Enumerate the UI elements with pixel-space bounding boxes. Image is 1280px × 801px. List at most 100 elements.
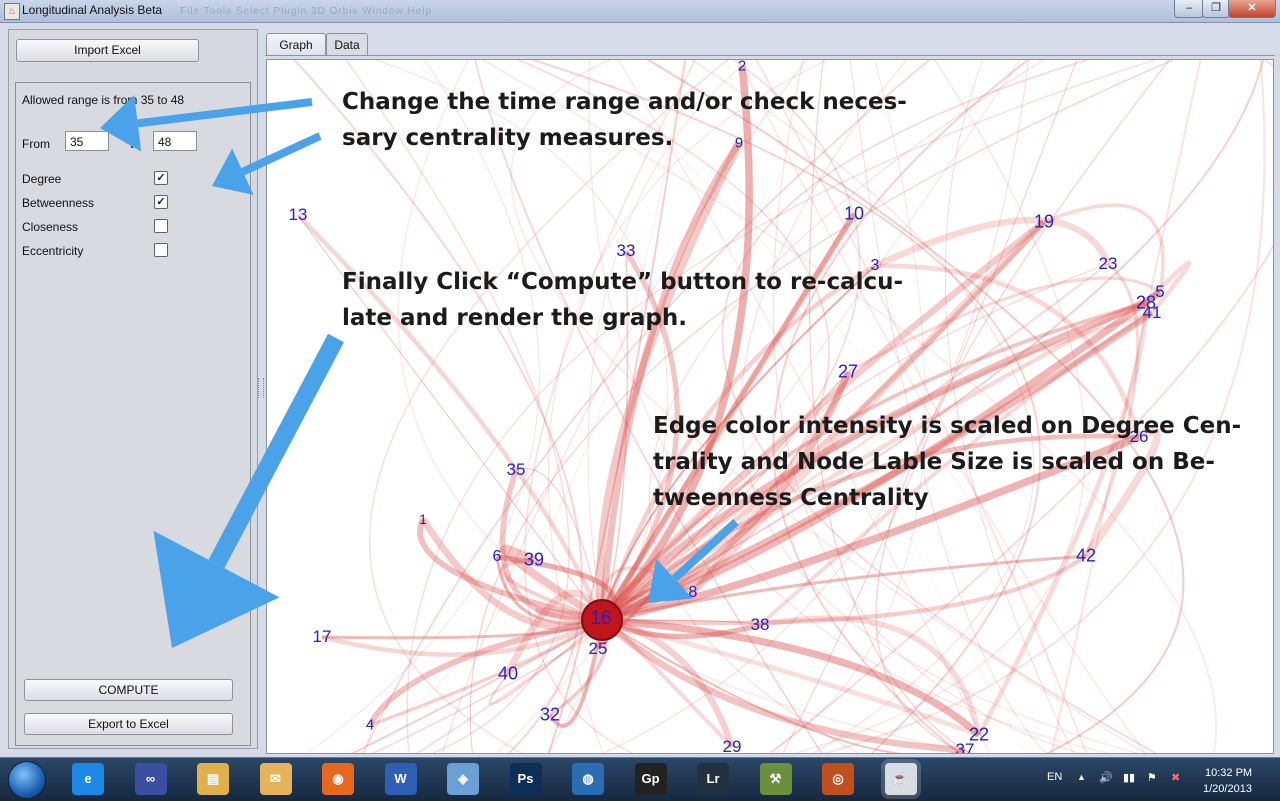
graph-edge (601, 554, 1088, 626)
node-label[interactable]: 9 (734, 134, 744, 152)
export-excel-button[interactable]: Export to Excel (24, 713, 233, 735)
graph-edge (648, 60, 1045, 753)
graph-edge (548, 60, 828, 753)
graph-edge (944, 60, 1074, 753)
node-label[interactable]: 10 (843, 203, 865, 224)
graph-edge (500, 544, 605, 624)
graph-edge (601, 616, 736, 749)
graph-edge (599, 212, 857, 622)
language-indicator[interactable]: EN (1047, 771, 1063, 783)
infinity-icon[interactable]: ∞ (134, 763, 167, 795)
annotation-line: tweenness Centrality (653, 485, 929, 511)
photoshop-icon[interactable]: Ps (509, 763, 542, 795)
graph-edge (369, 618, 603, 727)
java-icon[interactable]: ☕ (884, 763, 917, 795)
annotation-compute: Finally Click “Compute” button to re-cal… (342, 264, 903, 336)
node-label[interactable]: 42 (1075, 545, 1097, 566)
from-input[interactable]: 35 (65, 131, 109, 151)
action-center-icon[interactable]: ⚑ (1147, 772, 1157, 784)
word-icon[interactable]: W (384, 763, 417, 795)
node-label[interactable]: 19 (1033, 211, 1055, 232)
graph-edge (489, 619, 603, 706)
node-label[interactable]: 40 (497, 663, 519, 684)
lightroom-icon[interactable]: Lr (697, 763, 729, 795)
node-label[interactable]: 27 (837, 361, 859, 382)
degree-checkbox[interactable]: ✓ (154, 171, 168, 185)
node-label[interactable]: 6 (492, 548, 502, 565)
graph-edge (599, 65, 753, 623)
minimize-button[interactable]: – (1174, 0, 1204, 18)
tab-graph[interactable]: Graph (266, 33, 326, 55)
start-button[interactable] (8, 761, 46, 799)
tool-icon[interactable]: ⚒ (759, 763, 792, 795)
node-label[interactable]: 41 (1142, 303, 1162, 322)
graph-canvas[interactable]: 2 9 13 10 19 33 23 3 5 28 41 27 26 35 1 6 39 42 8 16 38 17 25 4… (266, 59, 1274, 754)
graph-edge (599, 219, 1047, 623)
graph-edge (600, 370, 852, 624)
node-label[interactable]: 25 (588, 639, 608, 658)
cube-icon[interactable]: ◈ (447, 763, 479, 795)
graph-edge (500, 558, 603, 622)
clock-date[interactable]: 1/20/2013 (1203, 783, 1252, 795)
graph-edge (874, 263, 1142, 438)
graph-edge (599, 212, 857, 622)
graph-edge (599, 249, 680, 622)
node-label[interactable]: 17 (312, 627, 332, 646)
node-label[interactable]: 8 (688, 584, 698, 601)
ie-icon[interactable]: e (72, 763, 104, 795)
graph-edge (548, 619, 604, 728)
explorer-icon[interactable]: ▤ (197, 763, 229, 795)
power-icon[interactable]: ✖ (1171, 772, 1181, 784)
outlook-icon[interactable]: ✉ (259, 763, 292, 795)
graph-edge (599, 617, 966, 753)
node-label[interactable]: 13 (288, 205, 308, 224)
node-label[interactable]: 5 (1155, 282, 1165, 301)
node-label[interactable]: 38 (750, 615, 770, 634)
google-earth-icon[interactable]: ◍ (572, 763, 604, 795)
to-input[interactable]: 48 (153, 131, 197, 151)
node-label[interactable]: 22 (968, 724, 990, 745)
node-label[interactable]: 4 (365, 716, 375, 734)
node-label[interactable]: 28 (1135, 292, 1157, 313)
compute-button[interactable]: COMPUTE (24, 679, 233, 701)
closeness-checkbox[interactable] (154, 219, 168, 233)
graph-edge (690, 60, 1035, 753)
volume-icon[interactable]: 🔊 (1099, 772, 1113, 784)
left-control-panel: Import Excel Allowed range is from 35 to… (8, 29, 258, 749)
graph-edge (547, 60, 687, 753)
network-icon[interactable]: ▮▮ (1123, 772, 1136, 784)
node-label[interactable]: 2 (737, 59, 747, 75)
swirl-icon[interactable]: ◎ (822, 763, 854, 795)
node-label[interactable]: 29 (722, 737, 742, 754)
node-label[interactable]: 23 (1098, 254, 1118, 273)
betweenness-checkbox[interactable]: ✓ (154, 195, 168, 209)
graph-edge (1084, 262, 1140, 557)
graph-edge (875, 60, 1171, 753)
tab-data[interactable]: Data (326, 33, 368, 55)
maximize-button[interactable]: ❐ (1202, 0, 1230, 18)
node-label[interactable]: 16 (590, 608, 612, 629)
node-label[interactable]: 3 (870, 257, 880, 274)
panel-splitter-handle[interactable] (258, 378, 264, 398)
clock-time[interactable]: 10:32 PM (1205, 767, 1253, 779)
import-excel-button[interactable]: Import Excel (16, 39, 199, 62)
node-label[interactable]: 37 (955, 740, 975, 754)
graph-edge (535, 607, 603, 624)
graph-edge (740, 60, 1139, 753)
node-label[interactable]: 39 (523, 549, 545, 570)
tray-expand-icon[interactable]: ▲ (1077, 772, 1086, 782)
firefox-icon[interactable]: ◉ (322, 763, 354, 795)
gephi-icon[interactable]: Gp (634, 763, 667, 795)
graph-edge (759, 615, 982, 736)
node-label[interactable]: 26 (1129, 427, 1149, 446)
node-label[interactable]: 32 (539, 704, 561, 725)
close-button[interactable]: ✕ (1228, 0, 1276, 18)
node-label[interactable]: 35 (506, 460, 526, 479)
windows-taskbar: e ∞ ▤ ✉ ◉ W ◈ Ps ◍ Gp Lr ⚒ ◎ ☕ EN ▲ 🔊 ▮▮ ⚑ ✖ 10:32 PM… (0, 757, 1280, 801)
node-label[interactable]: 1 (419, 511, 427, 527)
node-label[interactable]: 33 (616, 241, 636, 260)
graph-edge (415, 60, 861, 753)
hub-node-circle[interactable] (581, 599, 623, 641)
eccentricity-checkbox[interactable] (154, 243, 168, 257)
graph-edge (772, 60, 1030, 753)
